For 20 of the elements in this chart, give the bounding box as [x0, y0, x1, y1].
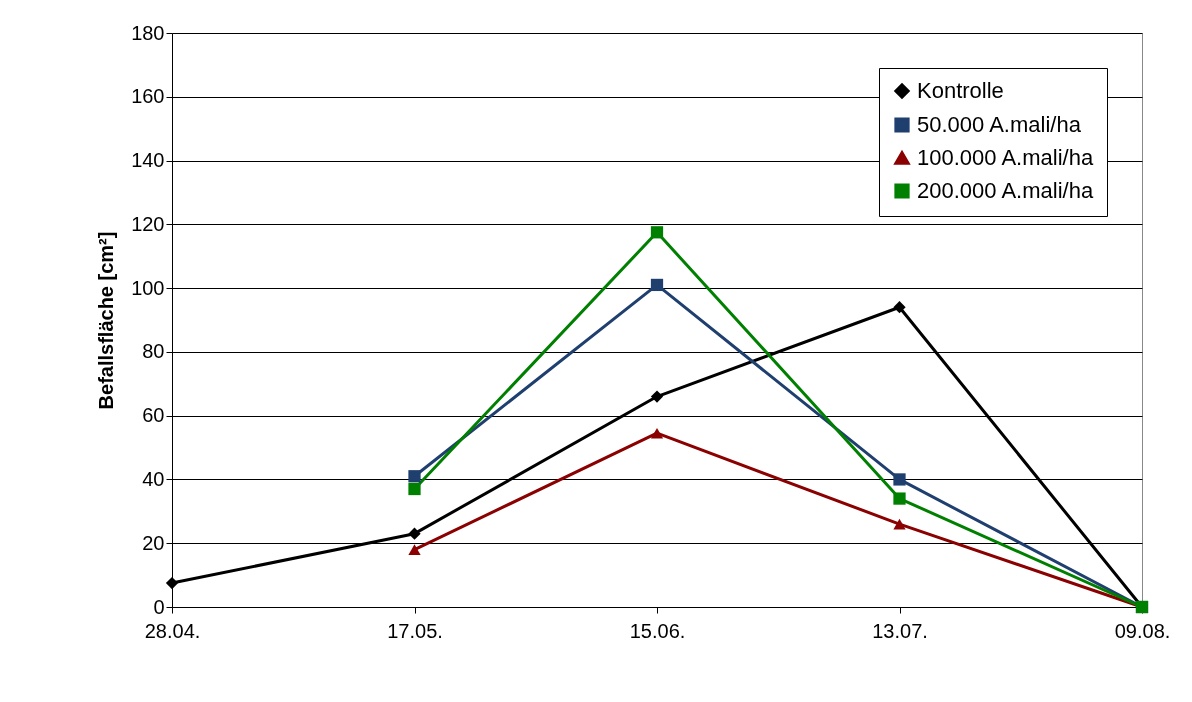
- x-tick-label: 13.07.: [872, 619, 928, 642]
- legend-label: 50.000 A.mali/ha: [917, 112, 1082, 137]
- legend-label: Kontrolle: [917, 78, 1004, 103]
- legend-label: 200.000 A.mali/ha: [917, 178, 1094, 203]
- x-tick-label: 17.05.: [387, 619, 443, 642]
- y-tick-label: 100: [131, 276, 165, 299]
- y-tick-label: 0: [153, 595, 165, 618]
- y-tick-label: 20: [142, 531, 165, 554]
- y-tick-label: 60: [142, 404, 165, 427]
- y-tick-label: 120: [131, 212, 165, 235]
- y-axis-title: Befallsfläche [cm²]: [95, 231, 118, 410]
- x-tick-label: 15.06.: [629, 619, 686, 642]
- y-tick-label: 160: [131, 85, 165, 108]
- y-tick-label: 80: [142, 340, 165, 363]
- y-tick-label: 40: [142, 467, 165, 490]
- y-tick-label: 180: [131, 21, 165, 44]
- x-tick-label: 09.08.: [1114, 619, 1171, 642]
- x-tick-label: 28.04.: [144, 619, 201, 642]
- y-tick-label: 140: [131, 149, 165, 172]
- legend-label: 100.000 A.mali/ha: [917, 145, 1094, 170]
